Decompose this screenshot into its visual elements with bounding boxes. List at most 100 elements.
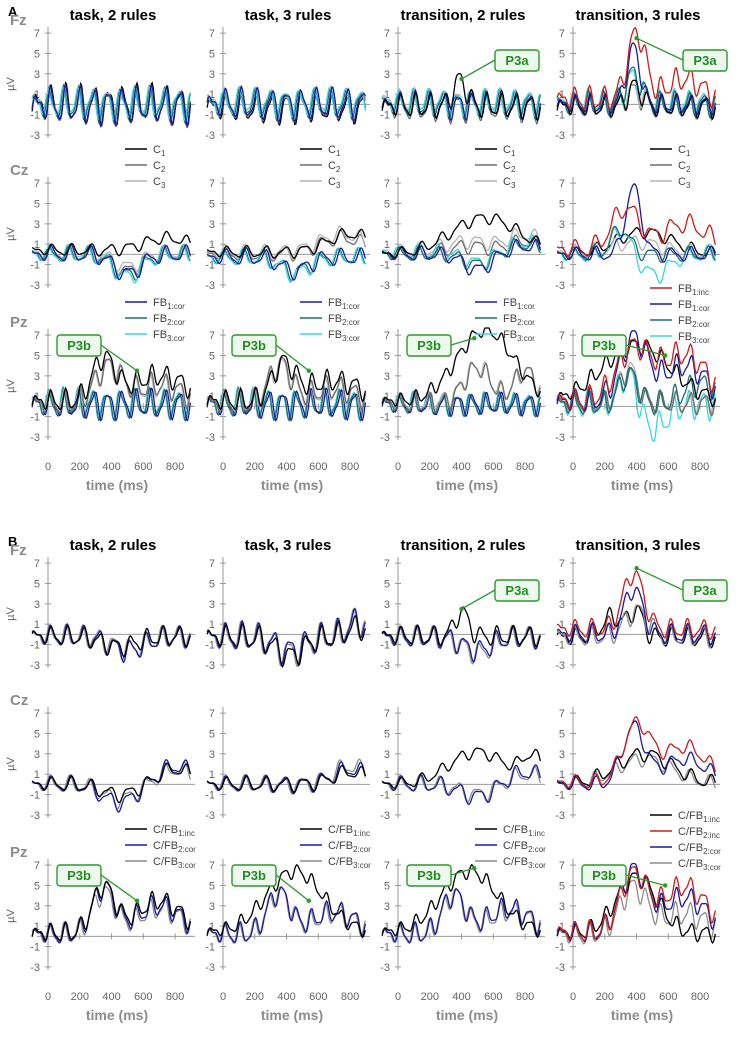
y-tick-label: -1 [30, 640, 40, 652]
y-tick-label: -1 [30, 110, 40, 122]
x-axis-label: time (ms) [436, 1007, 498, 1023]
y-tick-label: 7 [34, 28, 40, 40]
y-tick-label: -1 [205, 942, 215, 954]
x-tick-label: 0 [570, 991, 576, 1003]
y-tick-label: 3 [384, 69, 390, 81]
p3a-col3: P3a [634, 565, 728, 602]
legend-entry: C/FB2:cor [328, 840, 371, 854]
legend-entry: FB1:cor [328, 297, 360, 311]
series-line-fb1cor [206, 84, 367, 124]
y-tick-label: 1 [384, 769, 390, 781]
y-axis-label: µV [5, 379, 17, 393]
series-line-cfb1inc [381, 863, 542, 939]
series-line-cfb1inc [556, 872, 717, 945]
series-line-cfb2cor [556, 720, 717, 791]
legend-entry: C3 [678, 176, 691, 190]
y-tick-label: -1 [555, 110, 565, 122]
annotation-box [581, 334, 627, 357]
y-tick-label: -3 [30, 432, 40, 444]
annotation-label: P3b [417, 868, 441, 883]
x-tick-label: 400 [102, 461, 120, 473]
y-tick-label: -3 [205, 810, 215, 822]
series-line-cfb2inc [556, 570, 716, 641]
x-tick-label: 800 [516, 991, 534, 1003]
legend-c-3: C1 C2 C3 [650, 144, 691, 190]
y-tick-label: -1 [205, 110, 215, 122]
y-tick-label: -1 [555, 942, 565, 954]
y-tick-label: 7 [559, 28, 565, 40]
y-tick-label: -3 [380, 432, 390, 444]
y-tick-label: 5 [34, 198, 40, 210]
annotation-arrow [450, 867, 475, 876]
annotation-box [494, 579, 540, 602]
y-tick-label: -3 [380, 660, 390, 672]
y-tick-label: 3 [209, 749, 215, 761]
electrode-label: Fz [10, 542, 27, 559]
p3b-col1: P3b [231, 864, 311, 903]
y-tick-label: -3 [205, 280, 215, 292]
legend-entry: FB2:cor [503, 313, 535, 327]
electrode-label: Fz [10, 12, 27, 29]
y-tick-label: 7 [559, 860, 565, 872]
series-line-cfb2inc [556, 715, 717, 789]
y-axis-label: µV [5, 227, 17, 241]
annotation-arrowhead [134, 368, 140, 373]
x-tick-label: 200 [596, 461, 614, 473]
x-tick-label: 0 [220, 991, 226, 1003]
series-line-cfb1inc [206, 615, 367, 669]
plot-Fz-3: -3 -1 1 3 5 7 [555, 26, 720, 142]
series-line-fb1inc [556, 338, 717, 411]
y-tick-label: 7 [384, 178, 390, 190]
y-tick-label: 7 [559, 178, 565, 190]
panel-label: B [8, 534, 17, 549]
legend-entry: FB3:cor [678, 331, 710, 345]
y-tick-label: 5 [209, 198, 215, 210]
plot-Pz-2: -3 -1 1 3 5 7 0 200 400 600 800 time (ms) [380, 327, 545, 493]
column-title: task, 2 rules [70, 537, 157, 554]
y-tick-label: -3 [30, 810, 40, 822]
y-tick-label: -1 [555, 640, 565, 652]
x-tick-label: 200 [246, 461, 264, 473]
legend-entry: C3 [328, 176, 341, 190]
y-tick-label: 5 [34, 48, 40, 60]
y-tick-label: 5 [209, 578, 215, 590]
annotation-arrowhead [662, 353, 668, 358]
legend-entry: C/FB2:cor [678, 842, 721, 856]
y-tick-label: 3 [34, 599, 40, 611]
legend-entry: C/FB1:inc [328, 824, 370, 838]
legend-fb-2: FB1:cor FB2:cor FB3:cor [475, 297, 535, 343]
annotation-box [494, 49, 540, 72]
legend-cfb-2: C/FB1:inc C/FB2:cor C/FB3:cor [475, 824, 546, 870]
y-tick-label: 7 [209, 860, 215, 872]
y-tick-label: 7 [559, 708, 565, 720]
series-line-c1 [556, 79, 717, 121]
annotation-arrow [636, 567, 684, 591]
y-tick-label: 7 [34, 860, 40, 872]
x-tick-label: 400 [452, 991, 470, 1003]
legend-entry: C2 [153, 160, 166, 174]
x-tick-label: 800 [166, 991, 184, 1003]
legend-entry: C3 [503, 176, 516, 190]
plot-Fz-0: -3 -1 1 3 5 7 Fz µV [5, 542, 195, 672]
series-line-fb1cor [206, 246, 367, 281]
column-title: transition, 2 rules [400, 537, 525, 554]
series-line-c3 [381, 227, 542, 258]
p3a-col2: P3a [459, 49, 540, 82]
y-tick-label: 5 [34, 728, 40, 740]
annotation-box [231, 864, 277, 887]
legend-entry: FB3:cor [503, 329, 535, 343]
x-tick-label: 400 [277, 991, 295, 1003]
y-tick-label: 3 [34, 371, 40, 383]
y-tick-label: 1 [209, 769, 215, 781]
annotation-label: P3a [693, 53, 717, 68]
x-axis-label: time (ms) [261, 1007, 323, 1023]
plot-Fz-0: -3 -1 1 3 5 7 Fz µV [5, 12, 195, 142]
y-tick-label: -3 [555, 660, 565, 672]
y-tick-label: 3 [384, 749, 390, 761]
y-tick-label: 1 [34, 769, 40, 781]
x-tick-label: 600 [484, 461, 502, 473]
legend-entry: FB2:cor [328, 313, 360, 327]
series-line-fb1cor [31, 82, 192, 128]
